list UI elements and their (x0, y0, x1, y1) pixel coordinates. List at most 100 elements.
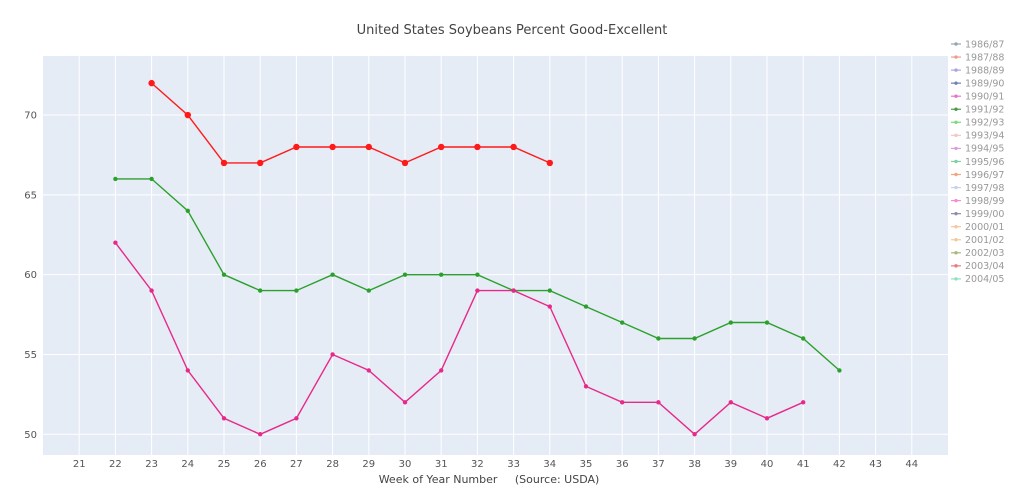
data-point (801, 400, 806, 405)
legend-item[interactable]: 1990/91 (951, 92, 1004, 103)
legend-item[interactable]: 2004/05 (951, 274, 1004, 285)
x-tick-label: 32 (471, 459, 484, 470)
y-tick-label: 70 (24, 111, 37, 122)
legend-marker-icon (954, 107, 958, 111)
x-tick-label: 37 (652, 459, 665, 470)
x-tick-label: 38 (688, 459, 701, 470)
legend-label: 1999/00 (965, 209, 1004, 220)
legend-item[interactable]: 1996/97 (951, 170, 1004, 181)
legend-item[interactable]: 1999/00 (951, 209, 1004, 220)
legend-label: 1989/90 (965, 78, 1004, 89)
legend-label: 1993/94 (965, 131, 1004, 142)
series-3 (148, 79, 553, 167)
data-point (258, 432, 263, 437)
legend-marker-icon (954, 146, 958, 151)
data-point (294, 288, 299, 293)
legend-marker-icon (954, 81, 958, 85)
y-tick-labels: 50 55 60 65 70 (24, 111, 37, 441)
data-point (546, 159, 553, 167)
data-point (583, 304, 589, 309)
y-tick-label: 50 (24, 430, 37, 441)
legend-item[interactable]: 1994/95 (951, 144, 1004, 155)
legend-item[interactable]: 1986/87 (951, 39, 1004, 50)
x-tick-label: 36 (616, 459, 629, 470)
data-point (475, 272, 480, 277)
y-tick-label: 65 (24, 190, 37, 201)
data-point (402, 272, 408, 277)
data-point (620, 320, 625, 325)
data-point (692, 432, 697, 437)
data-point (149, 176, 154, 182)
legend-item[interactable]: 1991/92 (951, 105, 1004, 116)
legend-marker-icon (954, 172, 958, 177)
legend-item[interactable]: 1997/98 (951, 183, 1004, 194)
legend-item[interactable]: 1988/89 (951, 65, 1004, 76)
x-tick-label: 35 (580, 459, 593, 470)
legend-marker-icon (954, 211, 958, 216)
legend-label: 2000/01 (965, 222, 1004, 233)
x-tick-label: 40 (761, 459, 774, 470)
data-point (510, 143, 517, 151)
legend-item[interactable]: 2000/01 (951, 222, 1004, 233)
data-point (837, 368, 842, 373)
legend-marker-icon (954, 251, 958, 255)
legend-marker-icon (954, 42, 958, 46)
data-point (764, 320, 770, 325)
data-point (656, 400, 661, 405)
x-tick-label: 30 (399, 459, 412, 470)
chart-title: United States Soybeans Percent Good-Exce… (357, 23, 668, 38)
x-tick-label: 24 (181, 459, 194, 470)
x-tick-label: 39 (724, 459, 737, 470)
legend-label: 1986/87 (965, 39, 1004, 50)
data-point (764, 416, 770, 421)
x-tick-label: 21 (73, 459, 86, 470)
data-point (620, 400, 625, 405)
legend-label: 1988/89 (965, 65, 1004, 76)
data-point (365, 143, 372, 151)
legend-item[interactable]: 2002/03 (951, 248, 1004, 259)
legend-marker-icon (954, 225, 958, 229)
gridlines (43, 56, 948, 455)
data-point (294, 416, 299, 421)
legend-marker-icon (954, 264, 958, 268)
x-tick-label: 26 (254, 459, 267, 470)
data-point (801, 336, 806, 341)
data-point (402, 400, 408, 405)
legend-item[interactable]: 2003/04 (951, 261, 1004, 272)
series-1 (113, 176, 842, 373)
data-point (330, 352, 335, 357)
legend-item[interactable]: 2001/02 (951, 235, 1004, 246)
legend-item[interactable]: 1989/90 (951, 78, 1004, 89)
legend-marker-icon (954, 159, 958, 164)
data-point (401, 159, 409, 167)
legend-marker-icon (954, 198, 958, 203)
x-tick-label: 34 (543, 459, 556, 470)
legend-marker-icon (954, 185, 958, 190)
legend-marker-icon (954, 55, 958, 59)
data-point (258, 288, 263, 293)
legend-item[interactable]: 1993/94 (951, 131, 1004, 142)
series-line (151, 82, 551, 164)
x-tick-label: 29 (362, 459, 375, 470)
legend-item[interactable]: 1995/96 (951, 157, 1004, 168)
x-tick-label: 28 (326, 459, 339, 470)
legend-item[interactable]: 1987/88 (951, 52, 1004, 63)
data-point (293, 143, 300, 151)
data-point (366, 288, 371, 293)
data-point (728, 400, 733, 405)
data-point (330, 272, 335, 277)
legend-item[interactable]: 1998/99 (951, 196, 1004, 207)
legend-label: 2003/04 (965, 261, 1004, 272)
legend-label: 1998/99 (965, 196, 1004, 207)
x-tick-label: 33 (507, 459, 520, 470)
legend-item[interactable]: 1992/93 (951, 118, 1004, 129)
legend-marker-icon (954, 94, 958, 98)
data-point (583, 384, 589, 389)
legend-marker-icon (954, 120, 958, 125)
legend-label: 1995/96 (965, 157, 1004, 168)
x-tick-label: 25 (218, 459, 231, 470)
x-tick-label: 44 (905, 459, 918, 470)
data-point (148, 79, 155, 87)
x-tick-label: 31 (435, 459, 448, 470)
x-tick-label: 27 (290, 459, 303, 470)
